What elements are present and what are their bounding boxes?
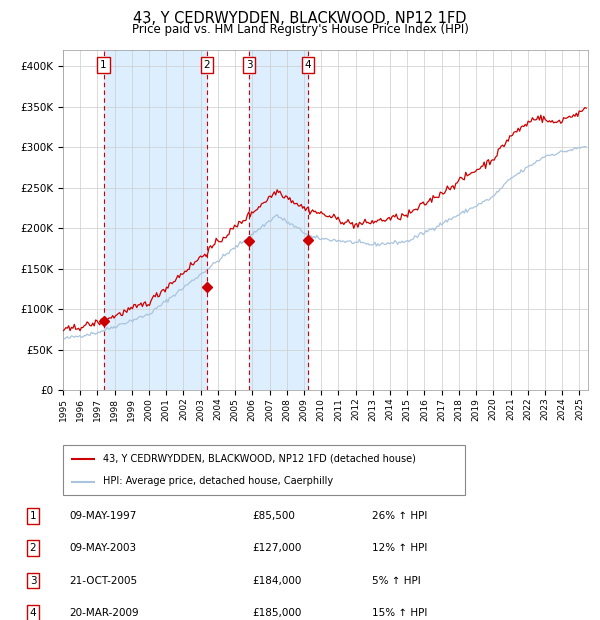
Text: 1: 1 — [29, 511, 37, 521]
Text: 3: 3 — [246, 60, 253, 70]
Bar — [104, 50, 207, 390]
Text: 2: 2 — [29, 543, 37, 553]
Text: 3: 3 — [29, 575, 37, 585]
Bar — [249, 50, 308, 390]
Text: 21-OCT-2005: 21-OCT-2005 — [69, 575, 137, 585]
Text: 5% ↑ HPI: 5% ↑ HPI — [372, 575, 421, 585]
Text: 2: 2 — [203, 60, 210, 70]
Text: £184,000: £184,000 — [252, 575, 301, 585]
Text: 20-MAR-2009: 20-MAR-2009 — [69, 608, 139, 618]
Text: £85,500: £85,500 — [252, 511, 295, 521]
Text: 09-MAY-1997: 09-MAY-1997 — [69, 511, 136, 521]
Text: 09-MAY-2003: 09-MAY-2003 — [69, 543, 136, 553]
Text: 26% ↑ HPI: 26% ↑ HPI — [372, 511, 427, 521]
Text: 43, Y CEDRWYDDEN, BLACKWOOD, NP12 1FD (detached house): 43, Y CEDRWYDDEN, BLACKWOOD, NP12 1FD (d… — [103, 453, 416, 464]
Text: 4: 4 — [304, 60, 311, 70]
Text: 4: 4 — [29, 608, 37, 618]
Text: 12% ↑ HPI: 12% ↑ HPI — [372, 543, 427, 553]
Text: 1: 1 — [100, 60, 107, 70]
Text: £127,000: £127,000 — [252, 543, 301, 553]
Text: 43, Y CEDRWYDDEN, BLACKWOOD, NP12 1FD: 43, Y CEDRWYDDEN, BLACKWOOD, NP12 1FD — [133, 11, 467, 26]
Text: 15% ↑ HPI: 15% ↑ HPI — [372, 608, 427, 618]
Text: Price paid vs. HM Land Registry's House Price Index (HPI): Price paid vs. HM Land Registry's House … — [131, 24, 469, 36]
Text: HPI: Average price, detached house, Caerphilly: HPI: Average price, detached house, Caer… — [103, 477, 334, 487]
Text: £185,000: £185,000 — [252, 608, 301, 618]
